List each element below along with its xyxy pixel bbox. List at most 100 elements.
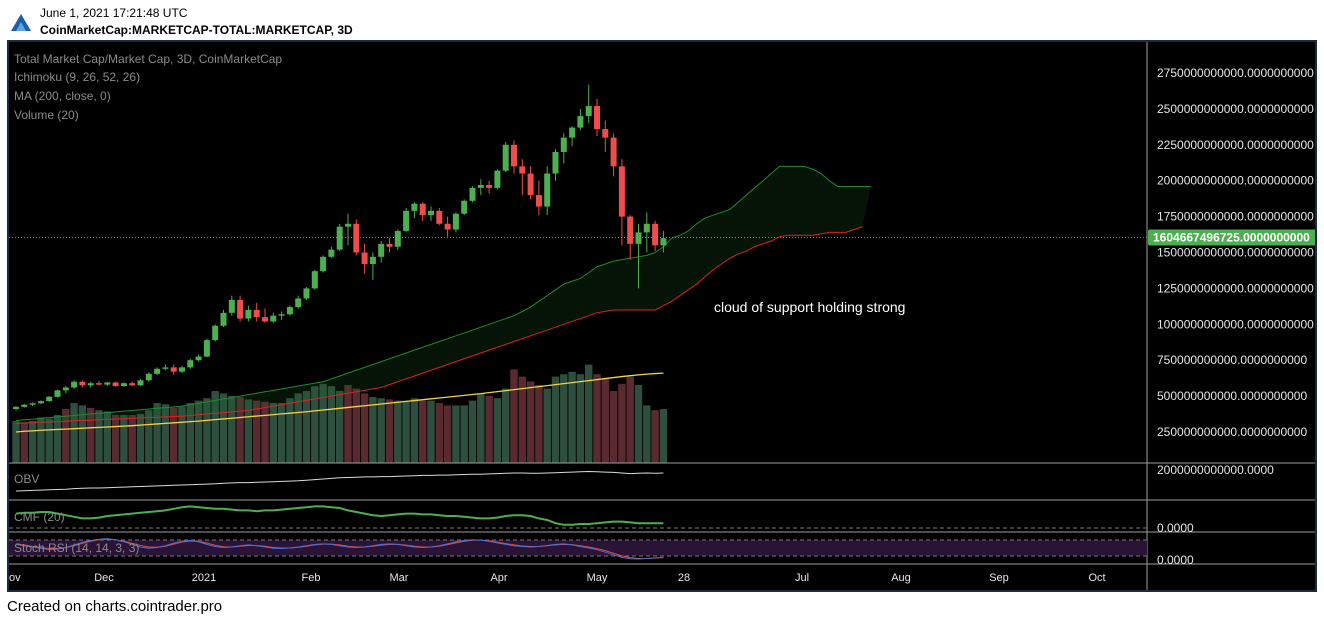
volume-bar	[111, 415, 120, 463]
candle-body	[569, 127, 576, 138]
cloud-annotation: cloud of support holding strong	[714, 299, 905, 315]
volume-bar	[170, 407, 178, 463]
x-tick-label: Dec	[94, 572, 114, 584]
volume-bar	[78, 405, 87, 463]
candle-body	[162, 367, 169, 369]
candle-body	[361, 252, 368, 264]
volume-bar	[62, 409, 70, 463]
time-axis[interactable]: ov Dec 2021 Feb Mar Apr May 28 Jul Aug Sep Oct	[9, 572, 1106, 584]
candle-body	[195, 356, 202, 361]
chart-frame[interactable]: 2750000000000.0000000000 2500000000000.00…	[7, 40, 1317, 592]
candle-body	[54, 390, 61, 397]
volume-bar	[510, 369, 518, 463]
volume-bar	[402, 400, 410, 463]
x-tick-label: Jul	[795, 572, 809, 584]
x-tick-label: 2021	[192, 572, 216, 584]
volume-bar	[128, 415, 136, 463]
volume-bar	[493, 398, 502, 463]
candle-body	[610, 137, 617, 167]
stoch-d-series	[15, 538, 664, 559]
volume-bar	[526, 381, 535, 463]
legend-title: Total Market Cap/Market Cap, 3D, CoinMar…	[14, 52, 282, 66]
volume-bar	[145, 410, 153, 463]
volume-bar	[120, 415, 128, 463]
candle-body	[386, 243, 393, 247]
candle-body	[253, 309, 260, 318]
price-axis[interactable]: 2750000000000.0000000000 2500000000000.00…	[1157, 66, 1314, 439]
candle-body	[411, 203, 418, 211]
candle-body	[535, 195, 542, 207]
candle-body	[311, 271, 318, 289]
candle-body	[353, 223, 360, 253]
y-tick-label: 250000000000.0000000000	[1157, 425, 1307, 439]
ma-line	[15, 372, 664, 433]
obv-label: OBV	[14, 472, 39, 486]
volume-bar	[551, 376, 560, 463]
volume-bar	[560, 374, 568, 463]
obv-axis-label: 2000000000000.0000	[1157, 463, 1274, 477]
candle-body	[37, 401, 44, 404]
chart-header: June 1, 2021 17:21:48 UTC CoinMarketCap:…	[0, 0, 1324, 40]
candle-body	[154, 368, 161, 374]
volume-bars	[12, 364, 668, 463]
candle-body	[286, 307, 293, 315]
candle-body	[594, 106, 600, 130]
candle-body	[46, 396, 53, 402]
price-chart[interactable]: 2750000000000.0000000000 2500000000000.00…	[9, 42, 1315, 590]
candle-body	[187, 360, 194, 368]
volume-bar	[228, 395, 236, 463]
volume-bar	[468, 400, 477, 463]
candle-body	[129, 383, 136, 386]
x-tick-label: Mar	[390, 572, 409, 584]
volume-bar	[244, 399, 253, 463]
candle-body	[137, 380, 144, 386]
volume-bar	[485, 395, 493, 463]
volume-bar	[659, 409, 668, 463]
volume-bar	[286, 398, 294, 463]
candle-body	[494, 170, 501, 188]
volume-bar	[294, 393, 302, 463]
volume-bar	[576, 374, 585, 463]
volume-bar	[651, 410, 659, 463]
y-tick-label: 1500000000000.0000000000	[1157, 246, 1314, 260]
volume-bar	[136, 413, 145, 463]
candle-body	[29, 403, 36, 405]
volume-bar	[178, 406, 186, 463]
symbol-title: CoinMarketCap:MARKETCAP-TOTAL:MARKETCAP,…	[40, 23, 353, 37]
candle-body	[270, 315, 277, 322]
volume-bar	[103, 411, 111, 463]
volume-bar	[427, 400, 435, 463]
candle-body	[544, 173, 551, 207]
candle-body	[577, 116, 584, 128]
volume-bar	[543, 388, 551, 463]
volume-bar	[253, 400, 261, 463]
candle-body	[618, 166, 625, 217]
x-tick-label: Oct	[1088, 572, 1105, 584]
x-tick-label: Feb	[302, 572, 321, 584]
volume-bar	[535, 385, 543, 463]
last-price-marker: 1604667496725.0000000000	[1148, 229, 1315, 246]
volume-bar	[585, 364, 593, 463]
candle-body	[237, 299, 244, 319]
volume-bar	[45, 418, 53, 463]
volume-bar	[377, 398, 385, 463]
candle-body	[660, 238, 667, 246]
volume-bar	[360, 393, 369, 463]
candle-body	[419, 203, 426, 216]
volume-bar	[70, 403, 78, 463]
ma200-line	[15, 372, 664, 433]
candle-body	[295, 298, 302, 308]
volume-bar	[95, 410, 103, 463]
candle-body	[585, 106, 592, 117]
candle-body	[228, 299, 235, 313]
x-tick-label: Apr	[490, 572, 507, 584]
volume-bar	[618, 383, 626, 463]
y-tick-label: 2500000000000.0000000000	[1157, 102, 1314, 116]
volume-bar	[477, 393, 485, 463]
stoch-k-series	[15, 538, 664, 560]
volume-bar	[435, 403, 443, 463]
candle-body	[345, 223, 351, 227]
volume-bar	[194, 400, 203, 463]
y-tick-label: 2000000000000.0000000000	[1157, 174, 1314, 188]
candle-body	[643, 223, 650, 233]
